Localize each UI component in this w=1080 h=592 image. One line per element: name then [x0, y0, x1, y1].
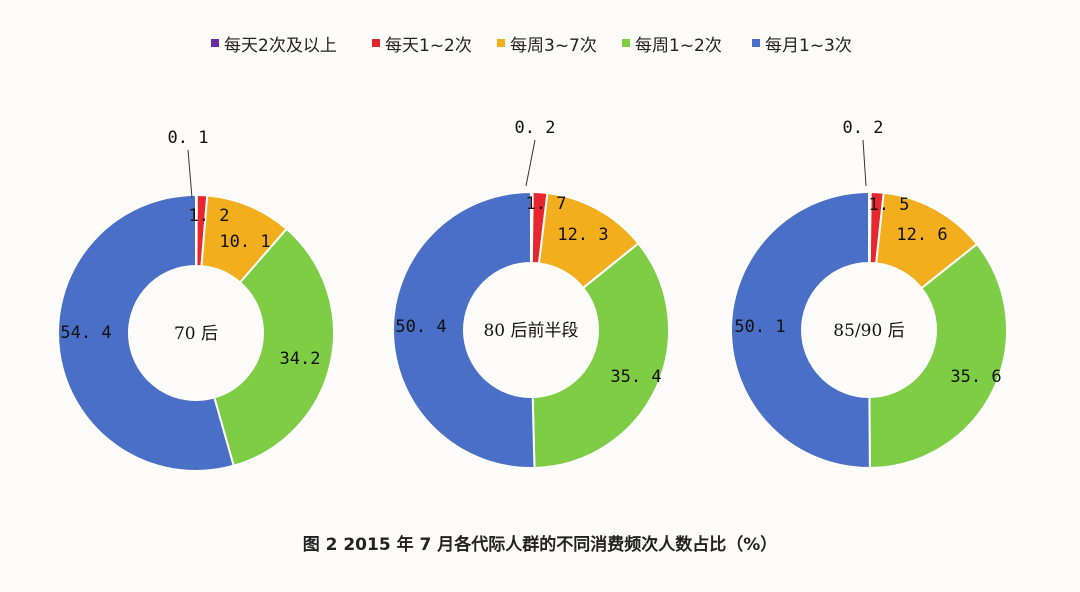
data-label: 1. 7: [526, 194, 567, 214]
legend-label: 每周3~7次: [510, 36, 597, 56]
legend-swatch: [497, 39, 505, 47]
donut-slice: [57, 193, 235, 472]
donut-center-label: 85/90 后: [833, 321, 904, 341]
donut-chart: 85/90 后 0. 2 1. 5 12. 6 35. 6 50. 1: [730, 118, 1008, 470]
data-label: 1. 5: [869, 195, 910, 215]
leader-line: [187, 149, 193, 199]
donut-chart: 80 后前半段 0. 2 1. 7 12. 3 35. 4 50. 4: [392, 118, 670, 469]
donut-slice: [213, 227, 335, 467]
legend-item: 每周1~2次: [622, 36, 722, 56]
legend-swatch: [752, 39, 760, 47]
legend-label: 每月1~3次: [765, 36, 852, 56]
data-label: 34.2: [280, 349, 321, 369]
donut-center-label: 80 后前半段: [483, 321, 578, 341]
data-label: 0. 2: [843, 118, 884, 138]
data-label: 50. 4: [395, 317, 446, 337]
legend-swatch: [211, 39, 219, 47]
legend-label: 每天1~2次: [385, 36, 472, 56]
legend: 每天2次及以上 每天1~2次 每周3~7次 每周1~2次 每月1~3次: [211, 36, 852, 56]
donut-slice: [392, 190, 536, 469]
leader-line: [862, 139, 867, 187]
legend-item: 每天1~2次: [372, 36, 472, 56]
legend-item: 每周3~7次: [497, 36, 597, 56]
legend-label: 每周1~2次: [635, 36, 722, 56]
data-label: 0. 1: [168, 128, 209, 148]
legend-swatch: [372, 39, 380, 47]
legend-item: 每月1~3次: [752, 36, 852, 56]
donut-center-label: 70 后: [174, 324, 218, 344]
data-label: 35. 4: [610, 367, 661, 387]
legend-label: 每天2次及以上: [224, 36, 337, 56]
donut-slice: [730, 190, 871, 469]
donut-chart: 70 后 0. 1 1. 2 10. 1 34.2 54. 4: [57, 128, 335, 472]
data-label: 12. 3: [557, 225, 608, 245]
legend-item: 每天2次及以上: [211, 36, 337, 56]
legend-swatch: [622, 39, 630, 47]
figure-caption: 图 2 2015 年 7 月各代际人群的不同消费频次人数占比（%）: [303, 534, 778, 555]
donut-charts: 70 后 0. 1 1. 2 10. 1 34.2 54. 4 80 后前半段 0. 2 1. …: [57, 118, 1008, 472]
donut-slice: [531, 241, 670, 469]
data-label: 0. 2: [515, 118, 556, 138]
data-label: 12. 6: [896, 225, 947, 245]
data-label: 35. 6: [950, 367, 1001, 387]
data-label: 50. 1: [734, 317, 785, 337]
donut-slice: [868, 242, 1008, 470]
leader-line: [525, 139, 536, 187]
data-label: 54. 4: [60, 323, 111, 343]
data-label: 1. 2: [189, 206, 230, 226]
data-label: 10. 1: [219, 232, 270, 252]
